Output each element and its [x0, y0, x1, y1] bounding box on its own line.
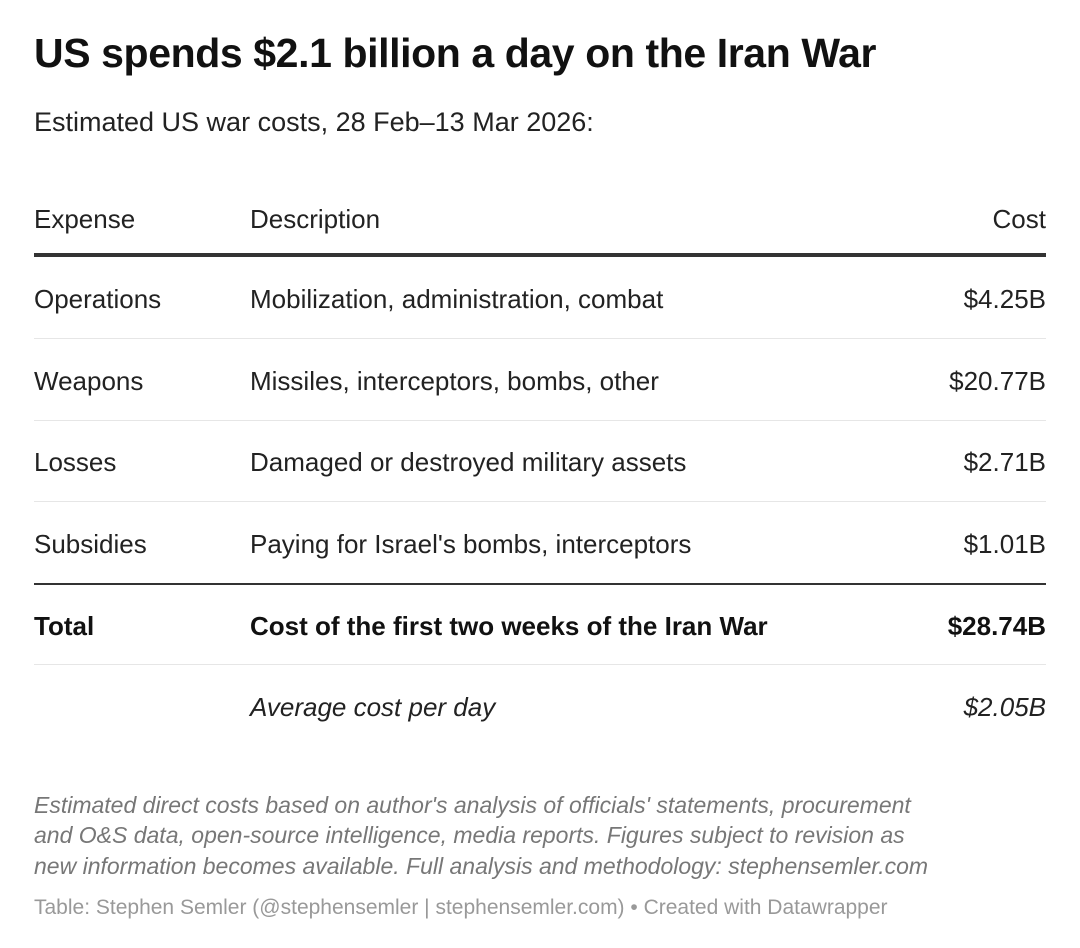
note: new information becomes available. Full …	[34, 853, 929, 879]
table-cell: Mobilization, administration, combat	[250, 284, 664, 314]
table-cell: $20.77B	[949, 365, 1046, 396]
source: Table: Stephen Semler (@stephensemler | …	[34, 896, 888, 919]
table-cell: Operations	[34, 284, 162, 314]
table-cell: Paying for Israel's bombs, interceptors	[250, 528, 692, 559]
note: and O&S data, open-source intelligence, …	[34, 822, 905, 848]
table-cell: Weapons	[34, 365, 144, 396]
column-header: Expense	[34, 204, 136, 234]
average-value: $2.05B	[963, 692, 1046, 722]
table-cell: $2.71B	[963, 447, 1046, 477]
row-divider	[34, 419, 1046, 421]
column-header: Cost	[992, 204, 1046, 234]
table-cell: Subsidies	[34, 528, 147, 559]
row-divider	[34, 583, 1046, 585]
note: Estimated direct costs based on author's…	[34, 792, 911, 818]
row-divider	[34, 338, 1046, 339]
table-cell: $1.01B	[963, 528, 1046, 559]
row-divider	[34, 664, 1046, 665]
table-cell: Damaged or destroyed military assets	[250, 447, 687, 477]
table-cell: $4.25B	[963, 284, 1046, 314]
total-cell: Cost of the first two weeks of the Iran …	[250, 611, 768, 641]
row-divider	[34, 501, 1046, 502]
average-label: Average cost per day	[250, 692, 496, 722]
table-cell: Missiles, interceptors, bombs, other	[250, 365, 659, 396]
column-header: Description	[250, 204, 381, 234]
table-cell: Losses	[34, 447, 117, 477]
total-cell: Total	[34, 611, 95, 641]
subtitle: Estimated US war costs, 28 Feb–13 Mar 20…	[34, 107, 594, 137]
title: US spends $2.1 billion a day on the Iran…	[34, 30, 877, 76]
total-cell: $28.74B	[947, 611, 1046, 641]
row-divider	[34, 253, 1046, 257]
